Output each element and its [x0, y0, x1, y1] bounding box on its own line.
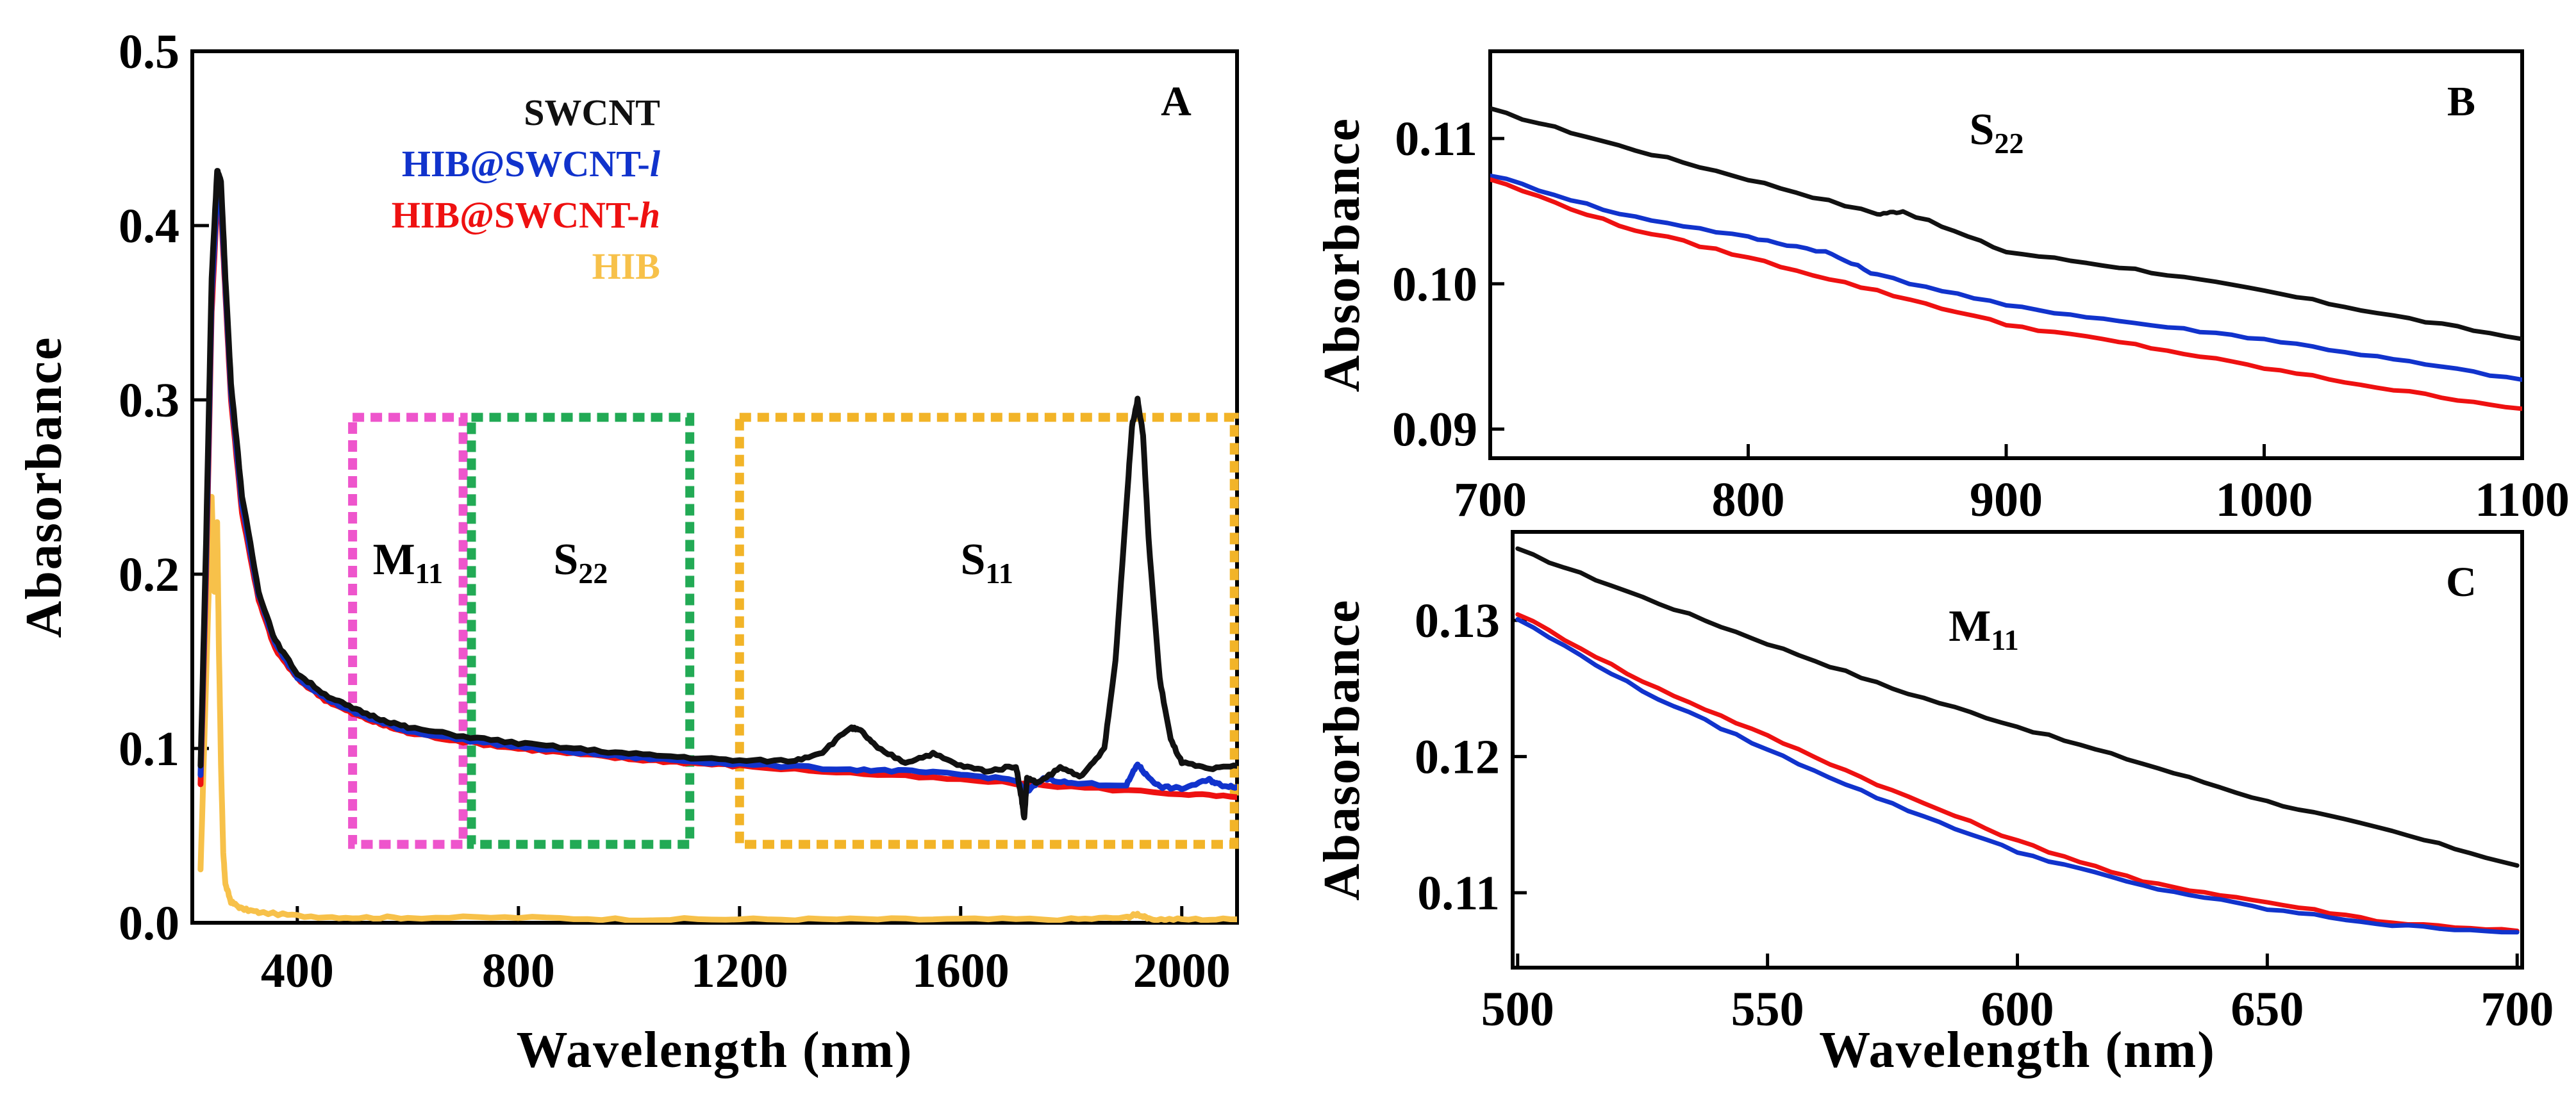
- y-tick-label-a-4: 0.4: [119, 199, 179, 253]
- y-tick-label-b-2: 0.11: [1395, 112, 1477, 166]
- x-tick-label-a-400: 400: [261, 944, 334, 998]
- y-tick-label-c-2: 0.13: [1415, 594, 1500, 648]
- y-tick-label-b-0: 0.09: [1392, 403, 1477, 457]
- series-line-a-hib: [197, 493, 1237, 923]
- x-tick-label-c-700: 700: [2480, 982, 2554, 1036]
- x-tick-label-a-1600: 1600: [912, 944, 1010, 998]
- x-tick-label-b-900: 900: [1970, 473, 2043, 527]
- legend-entry-hib-swcnt-l: HIB@SWCNT-l: [402, 143, 661, 185]
- panel-letter-c: C: [2446, 559, 2477, 606]
- x-tick-label-c-600: 600: [1981, 982, 2054, 1036]
- annotation-c: M11: [1949, 602, 2019, 656]
- y-axis-title-b: Absorbance: [1314, 117, 1370, 392]
- x-axis-title-a: Wavelength (nm): [517, 1022, 913, 1078]
- series-group-c: [1515, 546, 2520, 935]
- series-line-c-hib-swcnt-l: [1515, 617, 2520, 935]
- y-axis-title-a: Abasorbance: [16, 336, 72, 638]
- y-tick-label-a-5: 0.5: [119, 25, 179, 79]
- panel-letter-a: A: [1161, 78, 1192, 125]
- y-tick-label-c-1: 0.12: [1415, 731, 1500, 784]
- region-box-s11: [735, 413, 1239, 849]
- x-tick-label-a-800: 800: [482, 944, 555, 998]
- series-line-c-hib-swcnt-h: [1515, 612, 2520, 934]
- y-tick-label-a-3: 0.3: [119, 374, 179, 427]
- x-tick-label-b-800: 800: [1712, 473, 1785, 527]
- x-tick-label-b-1000: 1000: [2216, 473, 2313, 527]
- y-tick-label-a-1: 0.1: [119, 722, 179, 776]
- series-line-b-hib-swcnt-h: [1490, 177, 2522, 411]
- region-box-m11: [348, 413, 468, 849]
- x-axis-title-c: Wavelength (nm): [1819, 1022, 2216, 1078]
- series-line-b-swcnt: [1490, 106, 2522, 342]
- series-group-a: [197, 168, 1237, 923]
- legend-entry-swcnt: SWCNT: [524, 92, 660, 133]
- panel-c: 500 550 600 650 700 0.11 0.12 0.13 Abasorbance Wa…: [1314, 530, 2554, 1078]
- y-tick-label-a-2: 0.2: [119, 548, 179, 602]
- region-label-s22: S22: [553, 535, 608, 590]
- region-label-m11: M11: [373, 535, 444, 590]
- panel-b: 700 800 900 1000 1100 0.09 0.10 0.11 Absorbance B…: [1314, 49, 2570, 527]
- y-axis-title-c: Abasorbance: [1314, 599, 1370, 901]
- y-tick-label-a-0: 0.0: [119, 897, 179, 950]
- series-line-a-swcnt: [197, 168, 1237, 821]
- legend-entry-hib: HIB: [592, 245, 660, 287]
- x-tick-label-c-650: 650: [2231, 982, 2304, 1036]
- x-tick-label-b-700: 700: [1454, 473, 1527, 527]
- region-label-s11: S11: [961, 535, 1013, 590]
- y-tick-label-b-1: 0.10: [1392, 258, 1477, 311]
- plot-frame-b: [1488, 49, 2524, 460]
- region-box-s22: [467, 413, 695, 849]
- series-line-c-swcnt: [1515, 546, 2520, 868]
- x-tick-label-c-550: 550: [1731, 982, 1804, 1036]
- series-line-b-hib-swcnt-l: [1490, 173, 2522, 382]
- legend-entry-hib-swcnt-h: HIB@SWCNT-h: [392, 194, 660, 236]
- plot-frame-c: [1511, 530, 2524, 970]
- x-tick-label-b-1100: 1100: [2475, 473, 2570, 527]
- x-tick-label-a-1200: 1200: [691, 944, 788, 998]
- panel-letter-b: B: [2447, 78, 2475, 125]
- y-tick-label-c-0: 0.11: [1417, 866, 1500, 920]
- series-group-b: [1490, 106, 2522, 411]
- panel-a: 400 800 1200 1600 2000 0.0 0.1 0.2 0.3 0.4 0.5 Abas…: [16, 25, 1239, 1078]
- x-tick-label-a-2000: 2000: [1133, 944, 1231, 998]
- annotation-b: S22: [1970, 105, 2024, 160]
- x-tick-label-c-500: 500: [1481, 982, 1554, 1036]
